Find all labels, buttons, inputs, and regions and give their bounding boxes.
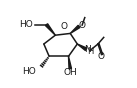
Polygon shape	[45, 24, 55, 35]
Text: N: N	[84, 45, 91, 54]
Text: O: O	[79, 21, 86, 30]
Text: HO: HO	[22, 67, 36, 76]
Polygon shape	[77, 44, 87, 51]
Text: O: O	[60, 22, 67, 31]
Text: HO: HO	[19, 20, 32, 29]
Text: H: H	[87, 47, 93, 56]
Text: O: O	[98, 52, 105, 61]
Text: OH: OH	[63, 68, 77, 77]
Polygon shape	[70, 25, 80, 33]
Polygon shape	[68, 56, 72, 69]
